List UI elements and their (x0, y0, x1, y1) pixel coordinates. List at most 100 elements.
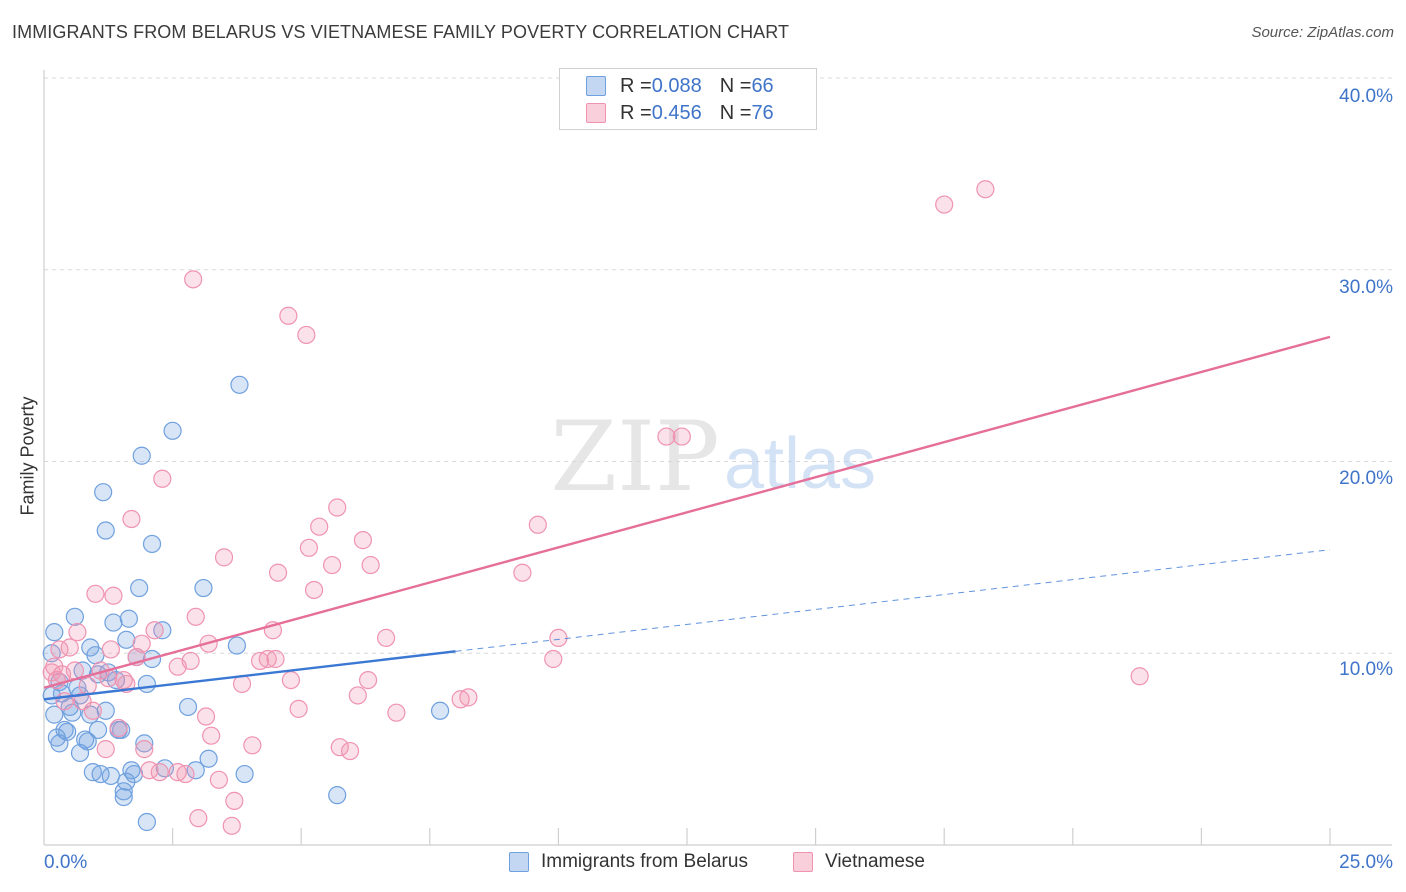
vietnamese-point (86, 584, 105, 603)
vietnamese-point (202, 726, 221, 745)
vietnamese-n-label: N = (719, 101, 752, 124)
vietnamese-point (1130, 667, 1149, 686)
vietnamese-point (258, 649, 277, 669)
vietnamese-point (186, 607, 205, 626)
vietnamese-point (657, 427, 676, 446)
y-tick-label-10: 10.0% (1339, 659, 1393, 680)
vietnamese-point (268, 563, 288, 582)
belarus-point (117, 772, 136, 791)
y-tick-label-20: 20.0% (1339, 468, 1393, 489)
belarus-point (55, 720, 74, 740)
vietnamese-point (145, 621, 164, 640)
bottom-vietnamese-label: Vietnamese (825, 851, 925, 872)
vietnamese-r-label: R = (620, 101, 652, 124)
belarus-point (58, 722, 77, 741)
vietnamese-point (297, 325, 316, 345)
vietnamese-point (45, 657, 64, 676)
vietnamese-swatch (586, 103, 606, 123)
belarus-point (119, 609, 138, 628)
belarus-point (142, 534, 162, 554)
belarus-point (96, 701, 115, 720)
belarus-point (45, 623, 64, 642)
vietnamese-point (544, 649, 563, 669)
vietnamese-point (266, 649, 285, 669)
belarus-point (137, 674, 156, 694)
bottom-belarus-swatch (509, 852, 529, 872)
vietnamese-point (328, 498, 347, 517)
vietnamese-point (281, 670, 301, 690)
vietnamese-point (132, 634, 151, 653)
belarus-point (186, 761, 205, 780)
belarus-n-label: N = (719, 74, 752, 97)
vietnamese-point (361, 555, 380, 575)
correlation-legend: R = 0.088 N = 66 R = 0.456 N = 76 (559, 68, 817, 130)
vietnamese-point (196, 707, 216, 726)
belarus-trend-extension (455, 549, 1331, 652)
vietnamese-point (976, 180, 995, 199)
vietnamese-point (109, 718, 128, 738)
vietnamese-point (65, 661, 84, 680)
x-tick-label-min: 0.0% (44, 852, 88, 873)
belarus-point (178, 697, 198, 717)
belarus-point (96, 521, 115, 540)
vietnamese-point (68, 623, 87, 642)
belarus-point (112, 720, 131, 740)
belarus-point (194, 578, 213, 598)
vietnamese-n-value: 76 (751, 101, 774, 124)
vietnamese-point (330, 738, 349, 757)
belarus-r-value: 0.088 (651, 74, 702, 97)
vietnamese-point (214, 548, 234, 567)
bottom-legend-belarus: Immigrants from Belarus (509, 851, 748, 873)
vietnamese-r-value: 0.456 (651, 101, 702, 124)
vietnamese-point (358, 670, 378, 690)
belarus-point (76, 730, 95, 749)
vietnamese-point (340, 741, 360, 761)
belarus-point (101, 766, 120, 786)
vietnamese-point (135, 740, 154, 759)
chart-title: IMMIGRANTS FROM BELARUS VS VIETNAMESE FA… (12, 22, 790, 42)
legend-row-belarus: R = 0.088 N = 66 (586, 73, 774, 99)
belarus-point (78, 732, 97, 751)
vietnamese-point (184, 270, 203, 289)
vietnamese-point (181, 651, 200, 671)
belarus-point (235, 764, 254, 784)
vietnamese-point (376, 628, 396, 648)
belarus-point (163, 421, 182, 440)
vietnamese-point (101, 640, 120, 659)
belarus-point (328, 786, 347, 805)
watermark: ZIP atlas (550, 401, 876, 513)
belarus-point (137, 812, 156, 832)
belarus-point (130, 578, 149, 598)
belarus-point (124, 764, 144, 784)
vietnamese-point (348, 686, 367, 705)
vietnamese-point (189, 809, 208, 828)
vietnamese-point (672, 427, 691, 446)
y-tick-label-40: 40.0% (1339, 86, 1393, 107)
watermark-zip: ZIP (550, 401, 719, 513)
vietnamese-point (104, 586, 123, 605)
belarus-point (45, 705, 64, 724)
y-axis-label: Family Poverty (17, 396, 38, 516)
vietnamese-points (42, 180, 1149, 835)
vietnamese-point (96, 740, 115, 759)
belarus-swatch (586, 76, 606, 96)
belarus-point (94, 483, 113, 502)
vietnamese-point (528, 515, 547, 534)
vietnamese-point (153, 469, 172, 488)
legend-row-vietnamese: R = 0.456 N = 76 (586, 100, 774, 126)
belarus-point (117, 630, 136, 649)
belarus-point (430, 701, 450, 720)
axes (43, 70, 1392, 846)
vietnamese-point (289, 699, 308, 718)
vietnamese-point (304, 580, 324, 600)
vietnamese-point (459, 688, 478, 707)
vietnamese-trend-line (43, 335, 1331, 689)
vietnamese-point (209, 770, 228, 789)
vietnamese-point (935, 195, 954, 214)
x-tick-marks (172, 828, 1331, 845)
watermark-atlas: atlas (724, 424, 876, 504)
vietnamese-point (150, 763, 169, 782)
vietnamese-point (243, 736, 262, 755)
vietnamese-point (122, 509, 141, 529)
